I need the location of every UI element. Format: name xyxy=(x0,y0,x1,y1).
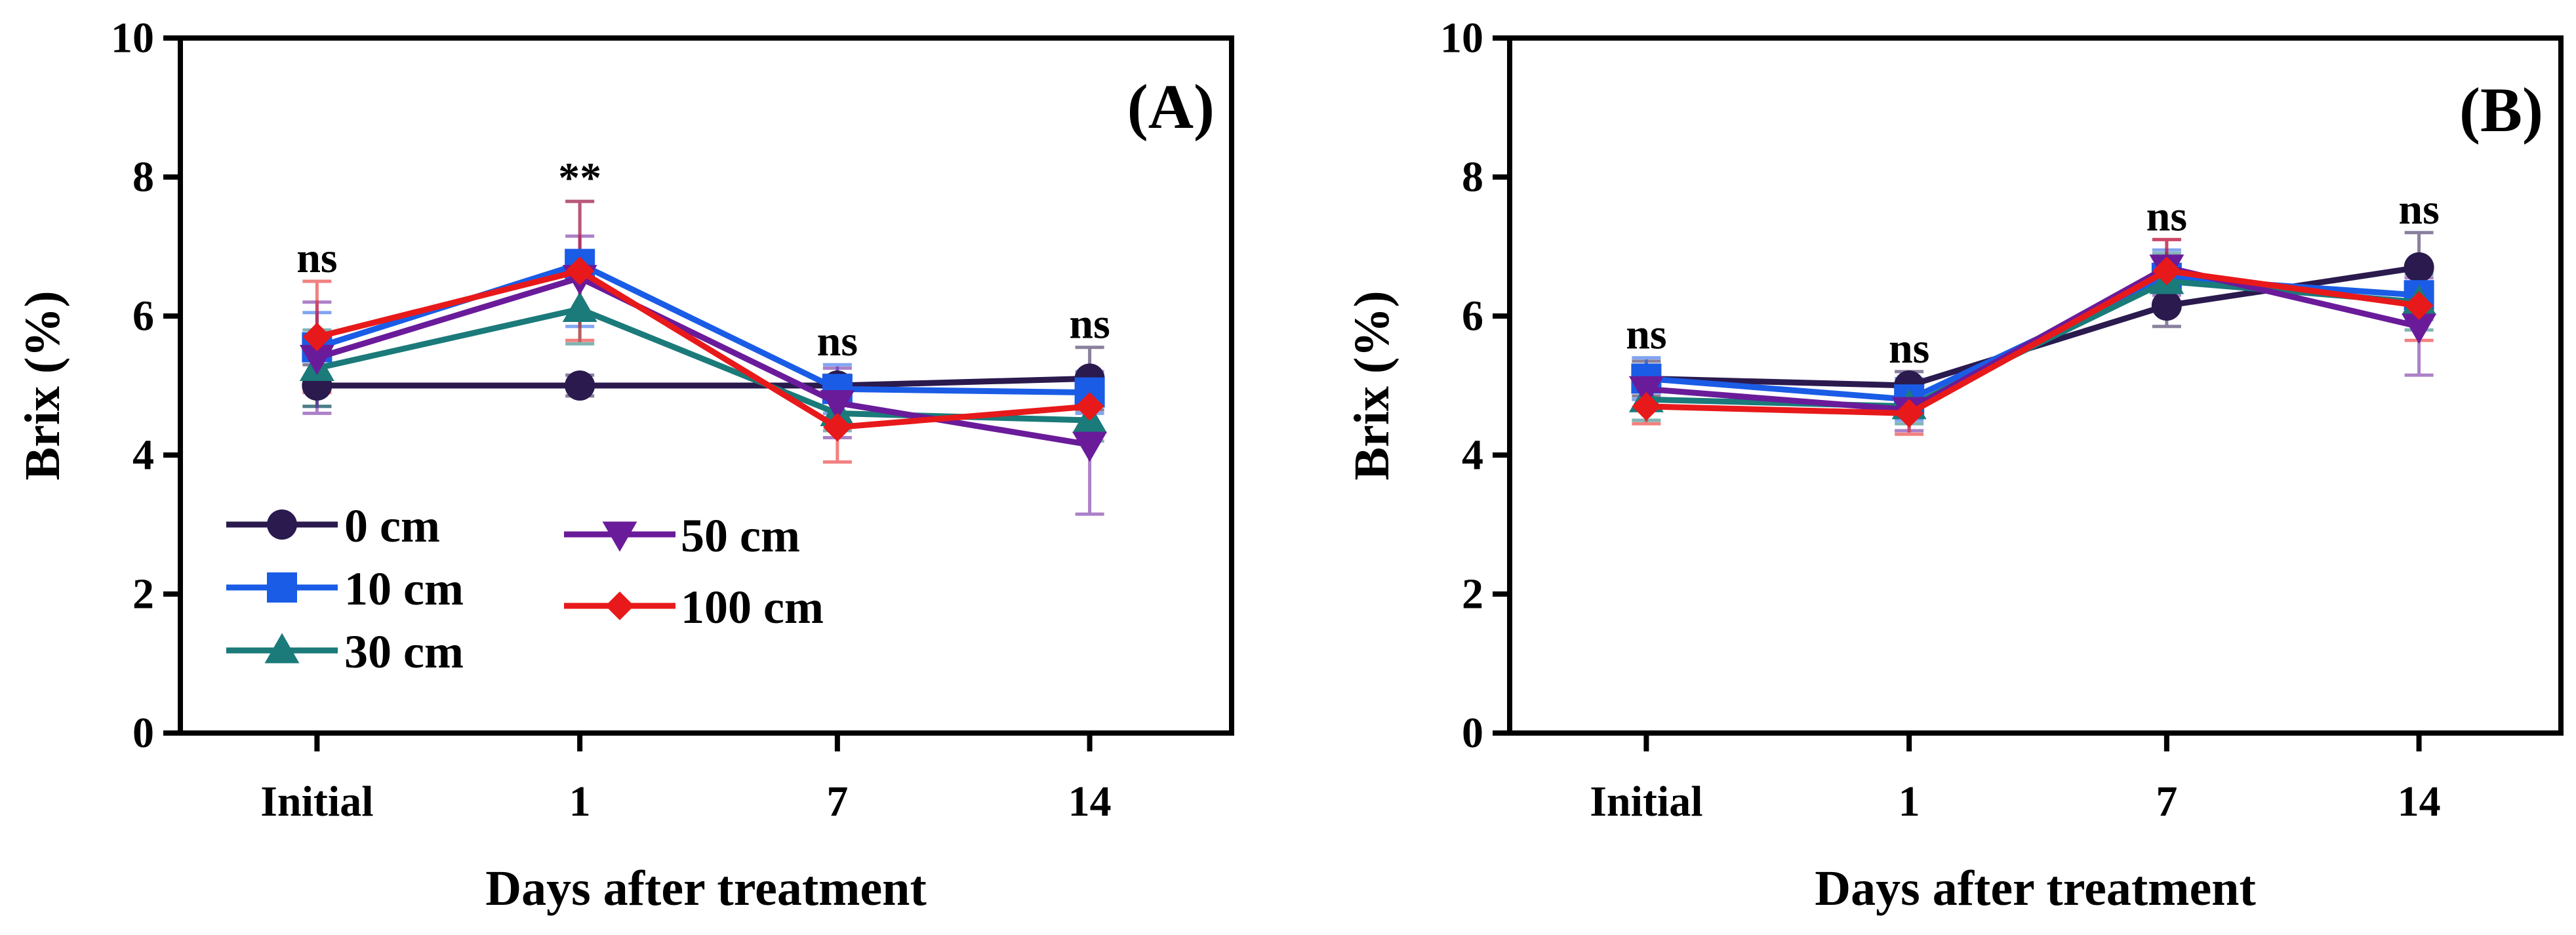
legend-label-30cm: 30 cm xyxy=(344,626,464,678)
panel-a-y-tick-label: 8 xyxy=(132,153,154,201)
legend-label-100cm: 100 cm xyxy=(681,581,824,633)
panel-a-point-50cm xyxy=(820,389,855,420)
panel-a-y-tick-label: 2 xyxy=(132,570,154,618)
panel-b-point-100cm xyxy=(1895,399,1923,428)
panel-b-y-tick-label: 0 xyxy=(1462,709,1483,757)
legend-marker-0cm xyxy=(267,509,297,540)
panel-b-point-50cm xyxy=(2402,313,2437,344)
panel-a-point-100cm xyxy=(565,256,594,285)
panel-b-point-0cm xyxy=(2404,252,2434,283)
panel-a-significance-label: ** xyxy=(558,154,601,202)
panel-a-point-30cm xyxy=(562,291,597,322)
panel-a-series-line-50cm xyxy=(316,275,1091,448)
panel-b-label: (B) xyxy=(2459,75,2543,145)
panel-b-x-tick-label: 1 xyxy=(1899,778,1920,826)
panel-b-series-line-50cm xyxy=(1646,264,2420,413)
panel-b-y-tick-label: 6 xyxy=(1462,292,1483,340)
panel-b-significance-label: ns xyxy=(1626,311,1666,359)
panel-b-axes xyxy=(1493,35,2564,751)
panel-b-y-axis-title: Brix (%) xyxy=(1344,290,1399,480)
legend-label-50cm: 50 cm xyxy=(681,509,800,562)
panel-a-x-tick-label: 1 xyxy=(569,778,591,826)
panel-a-y-tick-label: 6 xyxy=(132,292,154,340)
panel-b-plot-area xyxy=(1628,231,2437,436)
panel-b-point-50cm xyxy=(1628,376,1664,407)
panel-a-series-line-100cm xyxy=(316,268,1090,431)
panel-a-point-50cm xyxy=(1072,431,1108,462)
legend-marker-50cm xyxy=(602,521,637,552)
panel-a-significance-label: ns xyxy=(817,317,858,365)
panel-b-x-tick-label: 7 xyxy=(2156,778,2177,826)
panel-a-point-50cm xyxy=(299,345,334,376)
legend-marker-10cm xyxy=(267,572,297,603)
panel-a-y-tick-label: 4 xyxy=(132,431,154,479)
panel-a-axes-frame xyxy=(178,35,1234,736)
panel-a-label: (A) xyxy=(1127,71,1215,142)
panel-b-axes-frame xyxy=(1507,35,2564,736)
legend-label-10cm: 10 cm xyxy=(344,563,464,615)
panel-a-significance-label: ns xyxy=(296,234,337,282)
panel-a-series-line-0cm xyxy=(317,375,1090,389)
legend-marker-30cm xyxy=(264,633,300,664)
panel-a-plot-area xyxy=(299,199,1108,516)
panel-a-axes xyxy=(163,35,1234,751)
panel-a-point-0cm xyxy=(565,370,595,401)
legend: 0 cm 10 cm 30 cm 50 cm 100 cm xyxy=(226,500,824,678)
panel-b-significance-label: ns xyxy=(1889,325,1929,372)
panel-b-point-0cm xyxy=(2151,290,2182,321)
panel-b-y-tick-label: 4 xyxy=(1462,431,1483,479)
panel-b-y-tick-label: 10 xyxy=(1440,14,1483,62)
panel-a-x-tick-label: Initial xyxy=(260,778,373,826)
panel-b-point-100cm xyxy=(2152,256,2181,285)
panel-a-point-100cm xyxy=(302,322,332,351)
panel-a-x-tick-label: 7 xyxy=(826,778,848,826)
panel-b-significance-label: ns xyxy=(2398,186,2439,233)
panel-a-y-tick-label: 10 xyxy=(111,14,154,62)
panel-b: 0 2 4 6 8 10 Initial 1 7 14 ns ns ns ns … xyxy=(1344,14,2564,916)
panel-a-x-axis-title: Days after treatment xyxy=(485,861,927,916)
panel-b-point-100cm xyxy=(2404,291,2434,320)
panel-a-x-tick-label: 14 xyxy=(1068,778,1112,826)
panel-a: 0 2 4 6 8 10 Initial 1 7 14 ns ** ns ns … xyxy=(15,14,1234,916)
legend-marker-100cm xyxy=(605,591,634,620)
panel-b-series-line-100cm xyxy=(1646,268,2420,416)
panel-b-point-100cm xyxy=(1632,391,1661,421)
panel-a-significance-label: ns xyxy=(1069,300,1110,348)
panel-a-point-100cm xyxy=(823,412,852,442)
panel-b-y-tick-label: 8 xyxy=(1462,153,1483,201)
panel-a-y-tick-label: 0 xyxy=(132,709,154,757)
panel-a-point-100cm xyxy=(1075,391,1104,421)
legend-label-0cm: 0 cm xyxy=(344,500,440,552)
panel-b-significance-label: ns xyxy=(2146,192,2187,240)
panel-b-x-axis-title: Days after treatment xyxy=(1815,861,2256,916)
panel-b-x-tick-label: Initial xyxy=(1590,778,1702,826)
panel-b-x-tick-label: 14 xyxy=(2398,778,2441,826)
panel-a-y-axis-title: Brix (%) xyxy=(15,290,70,480)
panel-b-y-tick-label: 2 xyxy=(1462,570,1483,618)
